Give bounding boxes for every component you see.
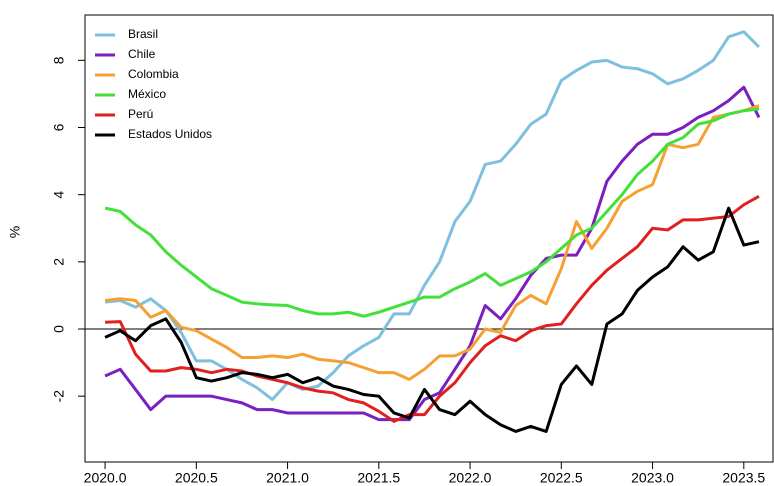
y-tick-label: 4 [51,191,67,199]
x-tick-label: 2021.5 [357,470,400,486]
series-line [104,30,761,402]
legend-label: Chile [128,47,156,61]
y-tick-label: 0 [51,325,67,333]
x-tick-label: 2023.5 [722,470,765,486]
x-tick-label: 2022.0 [449,470,492,486]
x-tick-label: 2021.0 [266,470,309,486]
x-tick-label: 2023.0 [631,470,674,486]
x-tick-label: 2022.5 [540,470,583,486]
legend-label: Estados Unidos [128,127,212,141]
series-line [104,104,760,381]
series-line [104,206,760,433]
legend-label: Colombia [128,67,179,81]
series-line [104,107,760,318]
y-tick-label: 2 [51,258,67,266]
y-tick-label: 8 [51,56,67,64]
legend: Brasil Chile Colombia México Perú Estados Uni… [95,27,212,141]
y-tick-label: -2 [51,390,67,403]
legend-label: México [128,87,166,101]
y-tick-label: 6 [51,123,67,131]
x-tick-label: 2020.5 [175,470,218,486]
series-line [105,195,760,423]
x-tick-label: 2020.0 [84,470,127,486]
legend-label: Brasil [128,27,158,41]
y-axis-label: % [7,226,23,238]
series-line [104,85,761,422]
legend-label: Perú [128,107,153,121]
plot-frame [84,14,774,463]
